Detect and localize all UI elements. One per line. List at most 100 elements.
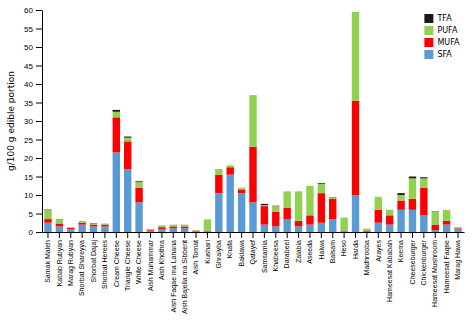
bar-segment [147,230,154,232]
x-tick-mark [378,232,379,238]
x-tick-mark [446,232,447,238]
legend-swatch [424,26,433,35]
bar-segment [44,209,51,210]
x-tick-label: Aish Muhammar [147,239,154,291]
bars [44,12,461,232]
x-tick-mark [423,232,424,238]
bar-segment [170,228,177,232]
bar-segment [432,225,439,231]
bar-segment [56,226,63,232]
bar-segment [409,210,416,232]
bar-segment [397,193,404,195]
x-tick-mark [104,232,105,238]
x-tick-label: Hameesat Mushroom [431,240,438,307]
bar-segment [124,141,131,169]
x-tick: Cheeseburger [409,232,417,284]
y-tick-label: 25 [24,136,33,145]
x-tick-label: Hameesat Kababah [386,240,393,302]
bar-segment [283,191,290,208]
x-tick-label: Marag Rubyan [67,240,75,286]
bar-segment [295,191,302,221]
x-tick: Halwa [318,232,325,259]
bar-segment [158,225,165,226]
legend-item: MUFA [424,38,460,47]
bar-segment [78,220,85,221]
bar-segment [375,223,382,232]
bar-segment [318,184,325,193]
bar-segment [329,197,336,198]
x-tick-label: Khabeesa [272,240,279,272]
x-tick-label: Marag Hawa [454,240,462,280]
bar-segment [340,231,347,232]
bar-segment [44,210,51,219]
bar-segment [113,110,120,112]
bar-segment [432,230,439,232]
x-tick: Harda [352,232,359,259]
bar-segment [409,199,416,210]
x-tick: Samsamia [261,232,268,273]
bar-segment [181,228,188,232]
y-tick-mark [36,158,42,159]
bar-segment [363,231,370,232]
bar-segment [454,229,461,232]
bar-segment [158,227,165,229]
bar-segment [227,175,234,232]
bar-segment [147,229,154,230]
x-tick-mark [70,232,71,238]
x-tick-mark [82,232,83,238]
x-tick: Balsam [329,232,336,263]
y-tick: 10 [24,191,42,200]
x-tick-mark [401,232,402,238]
x-tick-label: Balsam [329,240,336,264]
x-tick-label: Kabab Rubyan [56,240,64,286]
x-tick: White Cheese [135,232,142,284]
x-tick: Zalabia [295,232,302,263]
legend-item: PUFA [424,26,458,35]
y-tick: 30 [24,117,42,126]
bar-segment [135,181,142,183]
y-tick: 55 [24,25,42,34]
x-tick-mark [344,232,345,238]
y-axis-title: g/100 g edible portion [6,71,16,171]
bar-segment [238,193,245,232]
y-tick-label: 5 [29,210,34,219]
bar-segment [181,226,188,228]
bar-segment [443,209,450,210]
bar-segment [272,205,279,206]
x-tick-label: Shorbat Herees [101,240,108,290]
legend-swatch [424,14,433,23]
bar-segment [261,204,268,205]
bar-segment [283,208,290,219]
bar-segment [306,185,313,186]
series-3 [44,110,439,224]
bar-segment [101,223,108,224]
x-tick-mark [355,232,356,238]
bar-segment [261,206,268,225]
x-tick-label: Baklawa [238,240,245,267]
bar-segment [90,225,97,227]
x-tick-label: Harda [352,240,359,259]
x-tick-label: Aish Faqae ma Lahana [170,240,178,312]
x-tick: Aish Faqae ma Lahana [170,232,178,312]
bar-segment [318,193,325,223]
x-tick-mark [253,232,254,238]
bar-segment [386,210,393,216]
legend-swatch [424,50,433,59]
x-tick-mark [264,232,265,238]
y-tick: 15 [24,173,42,182]
bar-segment [56,220,63,224]
y-tick-mark [36,121,42,122]
y-tick-mark [36,177,42,178]
y-tick-label: 45 [24,62,33,71]
bar-segment [420,188,427,216]
y-tick-mark [36,66,42,67]
bar-segment [158,225,165,227]
bar-segment [363,229,370,231]
bar-segment [192,231,199,232]
bar-segment [204,231,211,232]
x-tick-mark [298,232,299,238]
x-tick-label: Shorbat Dajaj [90,240,98,283]
x-tick-mark [412,232,413,238]
bar-segment [215,169,222,175]
y-tick: 60 [24,6,42,15]
